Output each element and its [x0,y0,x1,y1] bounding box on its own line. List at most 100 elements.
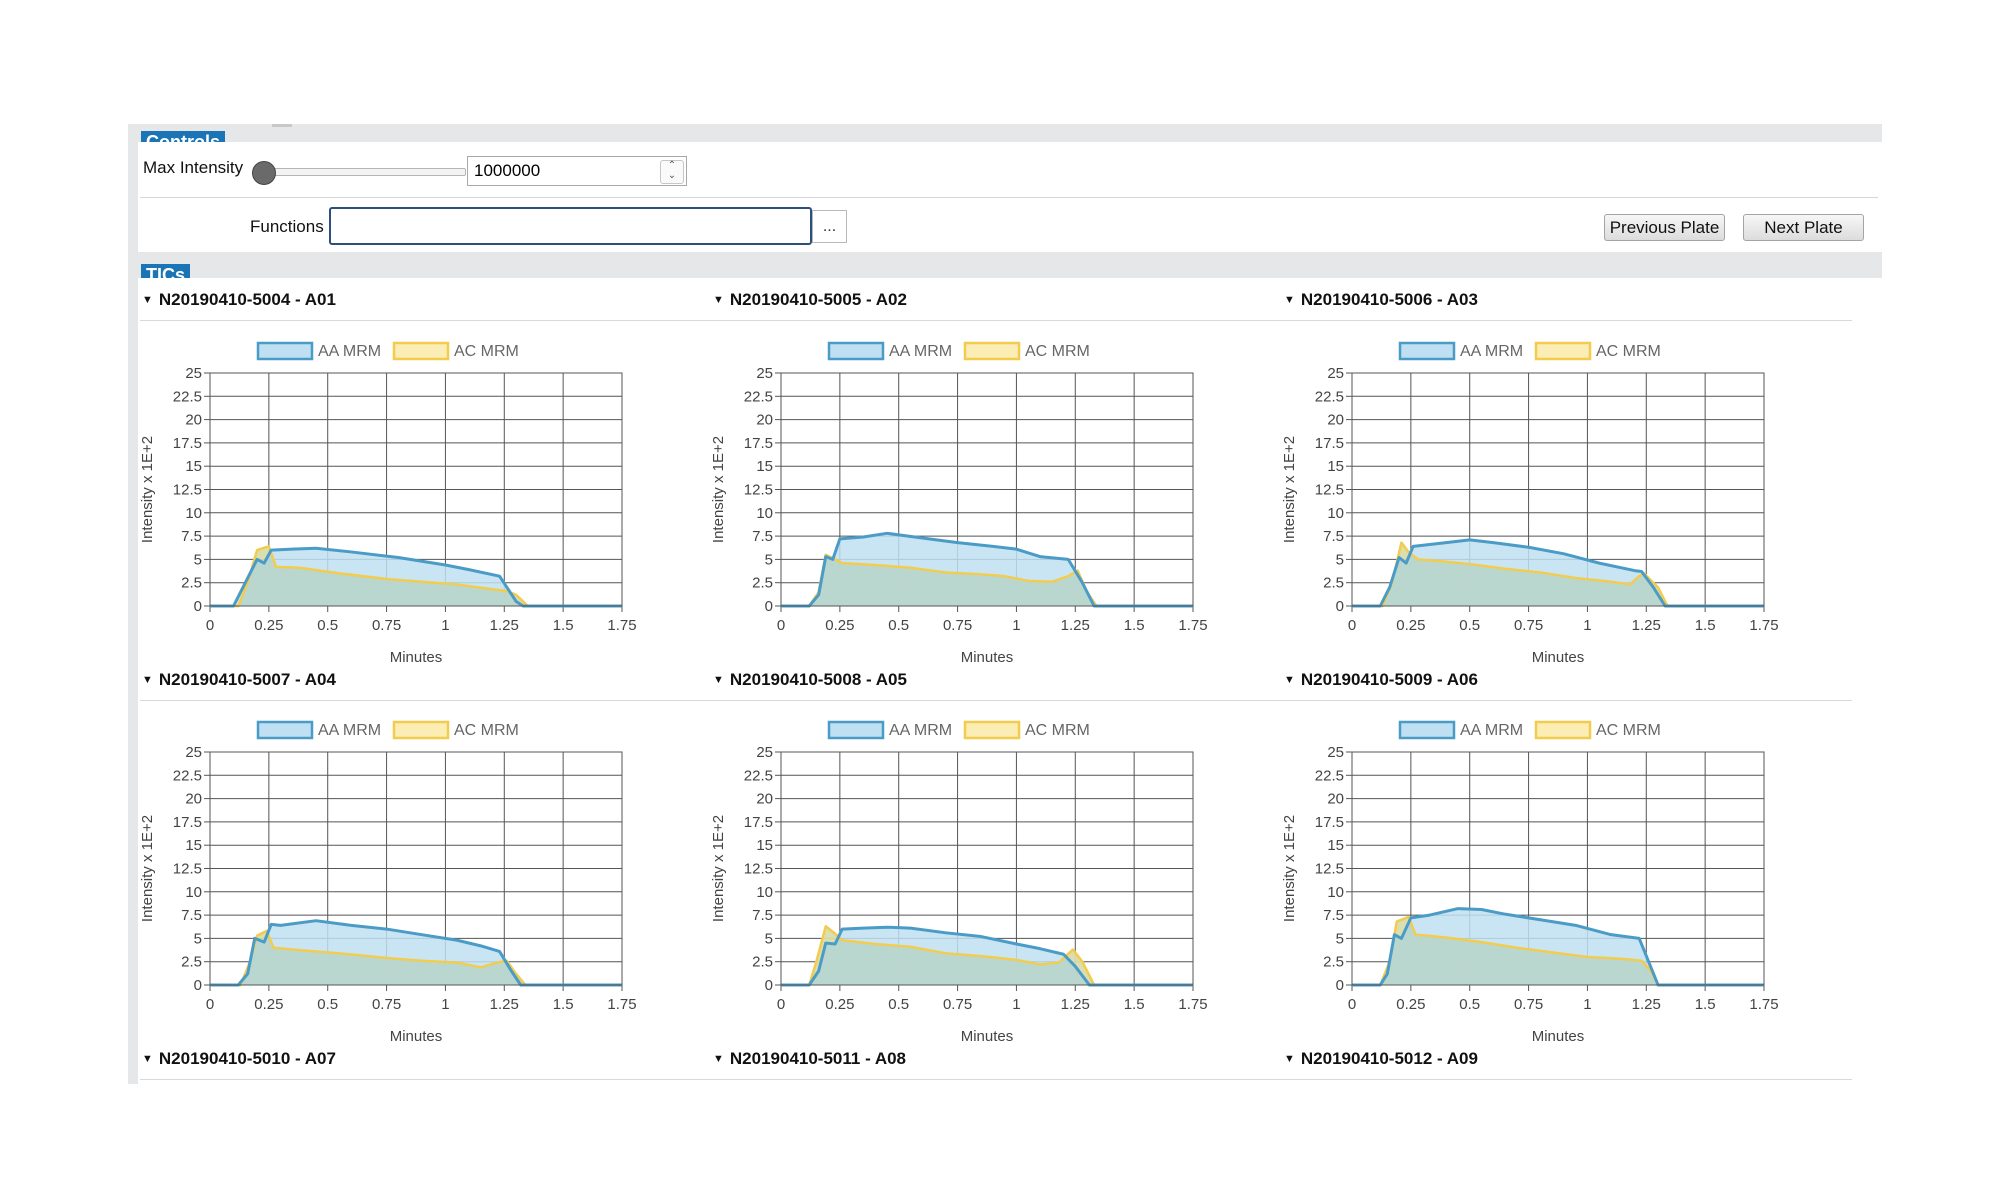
tic-header-a02[interactable]: ▼ N20190410-5005 - A02 [713,290,907,309]
x-tick-label: 0 [777,996,785,1013]
x-tick-label: 0.25 [1396,996,1425,1013]
y-tick-label: 25 [756,744,773,761]
x-tick-label: 1.5 [553,617,574,634]
x-tick-label: 1.25 [1061,617,1090,634]
y-tick-label: 15 [756,837,773,854]
max-intensity-spinner[interactable]: ⌃ ⌄ [660,160,684,184]
chevron-up-icon[interactable]: ⌃ [667,160,677,171]
tic-header-a09[interactable]: ▼ N20190410-5012 - A09 [1284,1049,1478,1068]
y-tick-label: 7.5 [181,907,202,924]
y-tick-label: 20 [185,791,202,808]
x-tick-label: 1.75 [607,617,636,634]
tic-header-a01[interactable]: ▼ N20190410-5004 - A01 [142,290,336,309]
caret-down-icon[interactable]: ▼ [713,674,724,686]
functions-browse-button[interactable]: ... [812,210,847,243]
caret-down-icon[interactable]: ▼ [142,1053,153,1065]
y-tick-label: 2.5 [1323,954,1344,971]
x-tick-label: 0.75 [1514,617,1543,634]
x-axis-label: Minutes [1532,1028,1585,1045]
x-tick-label: 0.5 [317,617,338,634]
x-tick-label: 1 [1583,996,1591,1013]
series-line-aa-mrm [1352,907,1764,987]
x-tick-label: 1.5 [1695,996,1716,1013]
y-tick-label: 17.5 [1315,814,1344,831]
legend-swatch [256,341,314,361]
x-tick-label: 1.25 [1632,617,1661,634]
legend-label: AA MRM [889,722,952,739]
y-tick-label: 2.5 [752,954,773,971]
tic-header-a07[interactable]: ▼ N20190410-5010 - A07 [142,1049,336,1068]
y-tick-label: 17.5 [173,435,202,452]
legend-swatch [1534,720,1592,740]
x-tick-label: 1.25 [1632,996,1661,1013]
y-tick-label: 5 [1336,551,1344,568]
previous-plate-button[interactable]: Previous Plate [1604,214,1725,241]
y-tick-label: 7.5 [181,528,202,545]
max-intensity-slider-thumb[interactable] [252,161,276,185]
series-line-ac-mrm [781,925,1193,987]
y-tick-label: 20 [185,412,202,429]
max-intensity-input[interactable] [467,156,687,186]
x-tick-label: 1.5 [1124,996,1145,1013]
x-tick-label: 1 [441,996,449,1013]
y-tick-label: 25 [1327,365,1344,382]
chevron-down-icon[interactable]: ⌄ [667,170,677,181]
y-tick-label: 25 [185,365,202,382]
series-area-aa-mrm [1352,539,1764,606]
series-line-aa-mrm [781,531,1193,608]
frame-notch [272,124,292,127]
y-tick-label: 2.5 [181,575,202,592]
tic-row-divider [140,320,1852,321]
caret-down-icon[interactable]: ▼ [1284,1053,1295,1065]
tic-header-a06[interactable]: ▼ N20190410-5009 - A06 [1284,670,1478,689]
caret-down-icon[interactable]: ▼ [713,294,724,306]
y-tick-label: 5 [194,551,202,568]
series-overlap-area [781,926,1193,985]
x-tick-label: 0.5 [317,996,338,1013]
legend-label: AC MRM [1596,722,1661,739]
x-tick-label: 1 [441,617,449,634]
x-tick-label: 1.75 [1178,617,1207,634]
y-tick-label: 22.5 [744,767,773,784]
tic-header-a04[interactable]: ▼ N20190410-5007 - A04 [142,670,336,689]
y-tick-label: 0 [1336,977,1344,994]
y-tick-label: 7.5 [752,528,773,545]
y-tick-label: 15 [756,458,773,475]
x-tick-label: 1 [1583,617,1591,634]
series-overlap-area [781,554,1193,606]
y-tick-label: 7.5 [752,907,773,924]
y-axis-label: Intensity x 1E+2 [139,815,156,922]
x-tick-label: 1 [1012,996,1020,1013]
next-plate-button[interactable]: Next Plate [1743,214,1864,241]
series-area-aa-mrm [781,533,1193,606]
tic-chart-a04: AA MRM AC MRM 0 0.25 0.5 0.75 1 1.25 1.5 1.75 0 2.5… [139,720,637,1045]
caret-down-icon[interactable]: ▼ [1284,674,1295,686]
x-tick-label: 0 [206,996,214,1013]
x-tick-label: 0.75 [372,617,401,634]
series-overlap-area [210,546,622,606]
legend-label: AC MRM [1025,722,1090,739]
x-tick-label: 1.25 [490,996,519,1013]
caret-down-icon[interactable]: ▼ [142,674,153,686]
legend-label: AA MRM [1460,722,1523,739]
tic-header-a05[interactable]: ▼ N20190410-5008 - A05 [713,670,907,689]
x-tick-label: 0.75 [943,996,972,1013]
caret-down-icon[interactable]: ▼ [713,1053,724,1065]
functions-input[interactable] [329,207,812,245]
max-intensity-slider-track[interactable] [262,168,466,176]
tic-header-a08[interactable]: ▼ N20190410-5011 - A08 [713,1049,907,1068]
y-tick-label: 17.5 [744,435,773,452]
y-tick-label: 10 [185,884,202,901]
tic-header-a03[interactable]: ▼ N20190410-5006 - A03 [1284,290,1478,309]
x-tick-label: 0.25 [254,996,283,1013]
y-tick-label: 20 [1327,791,1344,808]
caret-down-icon[interactable]: ▼ [1284,294,1295,306]
legend-swatch [963,720,1021,740]
caret-down-icon[interactable]: ▼ [142,294,153,306]
y-tick-label: 15 [185,458,202,475]
y-tick-label: 20 [1327,412,1344,429]
x-axis-label: Minutes [961,1028,1014,1045]
legend-label: AA MRM [318,722,381,739]
x-tick-label: 0.5 [1459,617,1480,634]
y-tick-label: 15 [1327,458,1344,475]
